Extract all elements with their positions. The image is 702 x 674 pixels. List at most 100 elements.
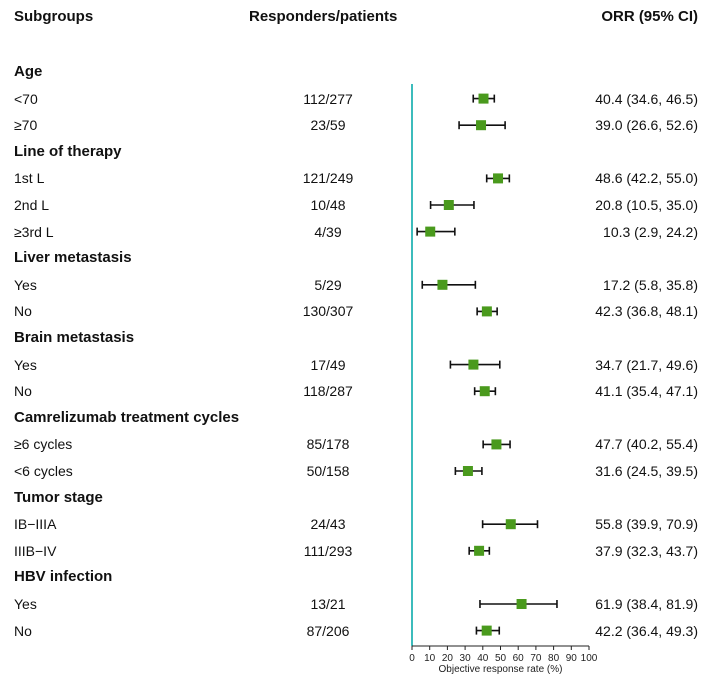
- orr-ci-value: 48.6 (42.2, 55.0): [595, 170, 698, 187]
- x-tick-label: 70: [530, 653, 542, 664]
- responders-ratio: 111/293: [303, 542, 353, 559]
- x-tick-label: 20: [442, 653, 454, 664]
- subgroup-row: ≥70 23/59 39.0 (26.6, 52.6): [0, 114, 702, 136]
- subgroup-label: <6 cycles: [14, 463, 73, 479]
- x-tick-label: 50: [495, 653, 507, 664]
- subgroup-label: 2nd L: [14, 197, 50, 213]
- orr-ci-value: 31.6 (24.5, 39.5): [595, 463, 698, 479]
- estimate-marker: [479, 386, 490, 397]
- subgroup-row: 2nd L 10/48 20.8 (10.5, 35.0): [0, 194, 702, 216]
- orr-ci-value: 55.8 (39.9, 70.9): [595, 516, 698, 533]
- subgroup-title: HBV infection: [14, 568, 113, 586]
- estimate-marker: [505, 519, 516, 530]
- orr-ci-value: 40.4 (34.6, 46.5): [595, 90, 698, 107]
- estimate-marker: [443, 200, 454, 210]
- responders-ratio: 13/21: [310, 596, 346, 612]
- orr-ci-value: 42.3 (36.8, 48.1): [595, 303, 698, 320]
- x-tick-label: 80: [548, 653, 560, 664]
- subgroup-heading: Camrelizumab treatment cycles: [0, 407, 702, 429]
- subgroup-row: ≥6 cycles 85/178 47.7 (40.2, 55.4): [0, 433, 702, 455]
- subgroup-title: Line of therapy: [14, 142, 122, 160]
- subgroup-row: No 130/307 42.3 (36.8, 48.1): [0, 300, 702, 322]
- x-tick-label: 30: [460, 653, 472, 664]
- subgroup-row: Yes 17/49 34.7 (21.7, 49.6): [0, 354, 702, 376]
- orr-ci-value: 17.2 (5.8, 35.8): [603, 276, 698, 293]
- estimate-marker: [425, 226, 436, 237]
- responders-ratio: 50/158: [306, 463, 350, 479]
- subgroup-row: Yes 5/29 17.2 (5.8, 35.8): [0, 274, 702, 296]
- subgroup-row: No 118/287 41.1 (35.4, 47.1): [0, 380, 702, 402]
- subgroup-title: Tumor stage: [14, 488, 103, 506]
- responders-ratio: 17/49: [310, 356, 346, 373]
- estimate-marker: [437, 279, 448, 290]
- subgroup-label: No: [14, 622, 32, 639]
- estimate-marker: [478, 93, 489, 104]
- subgroup-heading: Liver metastasis: [0, 247, 702, 269]
- subgroup-label: No: [14, 383, 32, 400]
- subgroup-label: Yes: [14, 596, 37, 612]
- subgroup-heading: HBV infection: [0, 566, 702, 588]
- orr-ci-value: 41.1 (35.4, 47.1): [595, 383, 698, 400]
- subgroup-label: Yes: [14, 276, 37, 293]
- estimate-marker: [476, 120, 487, 131]
- subgroup-title: Camrelizumab treatment cycles: [14, 408, 240, 426]
- x-axis-label: Objective response rate (%): [439, 664, 563, 674]
- responders-ratio: 112/277: [303, 90, 353, 107]
- estimate-marker: [474, 545, 485, 556]
- orr-ci-value: 34.7 (21.7, 49.6): [595, 356, 698, 373]
- subgroups-header: Subgroups: [14, 8, 94, 25]
- responders-ratio: 85/178: [306, 436, 350, 453]
- responders-ratio: 87/206: [306, 622, 350, 639]
- subgroup-row: No 87/206 42.2 (36.4, 49.3): [0, 620, 702, 642]
- orr-ci-value: 20.8 (10.5, 35.0): [595, 197, 698, 213]
- responders-ratio: 4/39: [314, 223, 342, 240]
- subgroup-label: No: [14, 303, 32, 320]
- responders-ratio: 5/29: [314, 276, 342, 293]
- responders-header: Responders/patients: [249, 8, 398, 25]
- subgroup-heading: Tumor stage: [0, 487, 702, 509]
- subgroup-row: <70 112/277 40.4 (34.6, 46.5): [0, 88, 702, 110]
- subgroup-label: IIIB−IV: [14, 542, 57, 559]
- orr-ci-value: 61.9 (38.4, 81.9): [595, 596, 698, 612]
- subgroup-row: IB−IIIA 24/43 55.8 (39.9, 70.9): [0, 513, 702, 535]
- orr-ci-value: 10.3 (2.9, 24.2): [603, 223, 698, 240]
- orr-header: ORR (95% CI): [601, 8, 698, 25]
- subgroup-row: 1st L 121/249 48.6 (42.2, 55.0): [0, 167, 702, 189]
- responders-ratio: 10/48: [310, 197, 346, 213]
- subgroup-heading: Age: [0, 61, 702, 83]
- subgroup-label: <70: [14, 90, 38, 107]
- estimate-marker: [462, 466, 473, 476]
- subgroup-title: Age: [14, 63, 43, 80]
- estimate-marker: [516, 599, 527, 609]
- subgroup-title: Liver metastasis: [14, 249, 132, 267]
- subgroup-heading: Brain metastasis: [0, 327, 702, 349]
- responders-ratio: 121/249: [302, 170, 354, 187]
- subgroup-row: <6 cycles 50/158 31.6 (24.5, 39.5): [0, 460, 702, 482]
- estimate-marker: [493, 173, 504, 184]
- subgroup-label: IB−IIIA: [14, 516, 57, 533]
- estimate-marker: [481, 625, 492, 636]
- subgroup-label: Yes: [14, 356, 37, 373]
- x-tick-label: 10: [424, 653, 436, 664]
- estimate-marker: [468, 359, 479, 370]
- x-tick-label: 90: [566, 653, 578, 664]
- subgroup-label: ≥6 cycles: [14, 436, 73, 453]
- responders-ratio: 23/59: [310, 117, 346, 134]
- orr-ci-value: 37.9 (32.3, 43.7): [595, 542, 698, 559]
- responders-ratio: 130/307: [302, 303, 354, 320]
- subgroup-heading: Line of therapy: [0, 141, 702, 163]
- estimate-marker: [481, 306, 492, 317]
- x-tick-label: 40: [477, 653, 489, 664]
- orr-ci-value: 39.0 (26.6, 52.6): [595, 117, 698, 134]
- subgroup-label: ≥3rd L: [14, 223, 54, 240]
- subgroup-row: ≥3rd L 4/39 10.3 (2.9, 24.2): [0, 221, 702, 243]
- orr-ci-value: 42.2 (36.4, 49.3): [595, 622, 698, 639]
- subgroup-row: IIIB−IV 111/293 37.9 (32.3, 43.7): [0, 540, 702, 562]
- x-tick-label: 0: [409, 653, 415, 664]
- x-tick-label: 100: [581, 653, 598, 664]
- subgroup-row: Yes 13/21 61.9 (38.4, 81.9): [0, 593, 702, 615]
- subgroup-title: Brain metastasis: [14, 329, 135, 346]
- responders-ratio: 118/287: [303, 383, 353, 400]
